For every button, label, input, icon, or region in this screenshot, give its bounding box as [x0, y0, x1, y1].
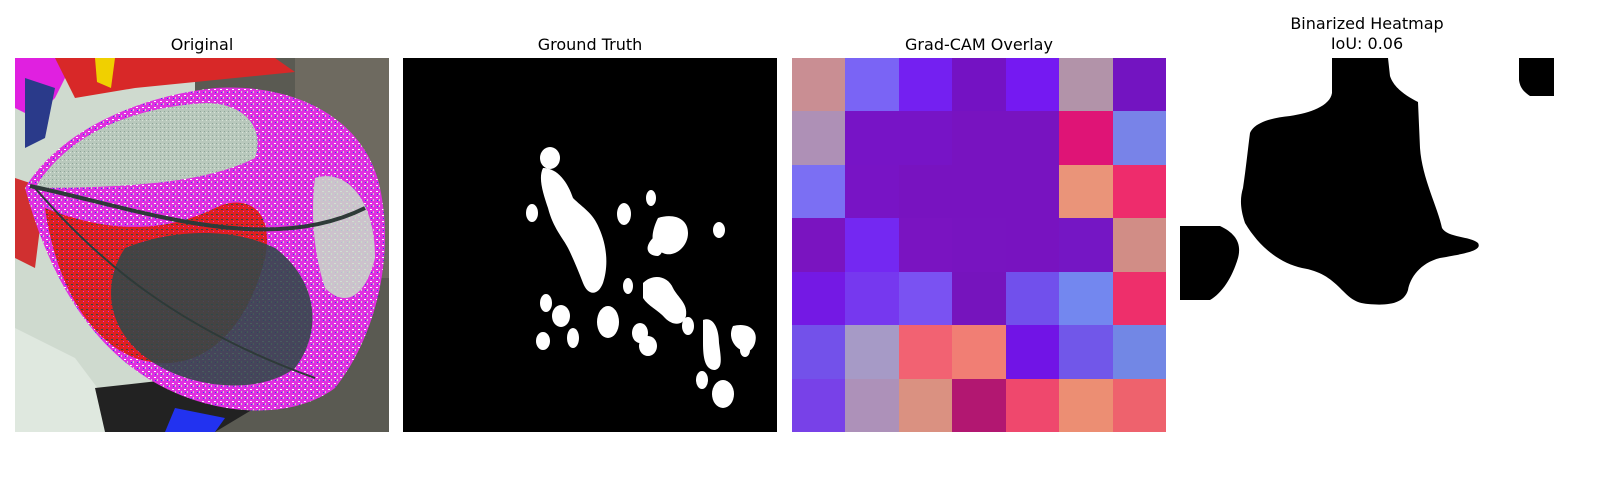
binarized-mask [1180, 58, 1554, 432]
heatmap-cell [952, 378, 1006, 432]
heatmap-cell [952, 164, 1006, 219]
gradcam-panel: Grad-CAM Overlay [792, 35, 1166, 432]
heatmap-cell [845, 111, 899, 165]
heatmap-cell [1112, 164, 1166, 219]
binarized-panel: Binarized Heatmap IoU: 0.06 [1180, 14, 1554, 432]
heatmap-cell [898, 111, 953, 165]
heatmap-cell [1059, 58, 1113, 112]
binarized-title: Binarized Heatmap [1290, 14, 1444, 33]
heatmap-cell [1005, 58, 1060, 112]
heatmap-cell [1112, 378, 1166, 432]
heatmap-cell [952, 218, 1006, 272]
gradcam-title: Grad-CAM Overlay [905, 35, 1053, 54]
heatmap-cell [1112, 325, 1166, 379]
heatmap-cell [792, 218, 846, 272]
original-leaf-image [15, 58, 389, 432]
heatmap-cell [952, 271, 1006, 326]
heatmap-cell [1005, 271, 1060, 326]
heatmap-cell [792, 164, 846, 219]
heatmap-cell [1059, 325, 1113, 379]
heatmap-cell [845, 271, 899, 326]
heatmap-cell [1112, 111, 1166, 165]
heatmap-cell [952, 58, 1006, 112]
heatmap-cell [1005, 111, 1060, 165]
heatmap-cell [845, 58, 899, 112]
heatmap-cell [1112, 218, 1166, 272]
heatmap-cell [845, 378, 899, 432]
heatmap-cell [952, 325, 1006, 379]
heatmap-cell [792, 325, 846, 379]
ground-truth-mask [403, 58, 777, 432]
heatmap-cell [898, 325, 953, 379]
heatmap-cell [1059, 271, 1113, 326]
heatmap-cell [898, 58, 953, 112]
heatmap-cell [845, 325, 899, 379]
heatmap-cell [845, 164, 899, 219]
heatmap-cell [1005, 218, 1060, 272]
original-panel: Original [15, 35, 389, 432]
heatmap-cell [1005, 164, 1060, 219]
iou-label: IoU: 0.06 [1330, 34, 1404, 53]
heatmap-cell [898, 378, 953, 432]
heatmap-cell [1059, 378, 1113, 432]
ground-truth-panel: Ground Truth [403, 35, 777, 432]
heatmap-cell [952, 111, 1006, 165]
heatmap-cell [792, 111, 846, 165]
ground-truth-title: Ground Truth [537, 35, 643, 54]
heatmap-cell [792, 271, 846, 326]
heatmap-cell [1059, 111, 1113, 165]
heatmap-cell [1112, 271, 1166, 326]
heatmap-cell [1059, 164, 1113, 219]
original-title: Original [170, 35, 234, 54]
heatmap-cell [792, 58, 846, 112]
heatmap-cell [845, 218, 899, 272]
heatmap-cell [1112, 58, 1166, 112]
gradcam-heatmap-grid [792, 58, 1166, 432]
heatmap-cell [898, 218, 953, 272]
heatmap-cell [792, 378, 846, 432]
heatmap-cell [898, 271, 953, 326]
heatmap-cell [1005, 378, 1060, 432]
heatmap-cell [1059, 218, 1113, 272]
heatmap-cell [1005, 325, 1060, 379]
heatmap-cell [898, 164, 953, 219]
